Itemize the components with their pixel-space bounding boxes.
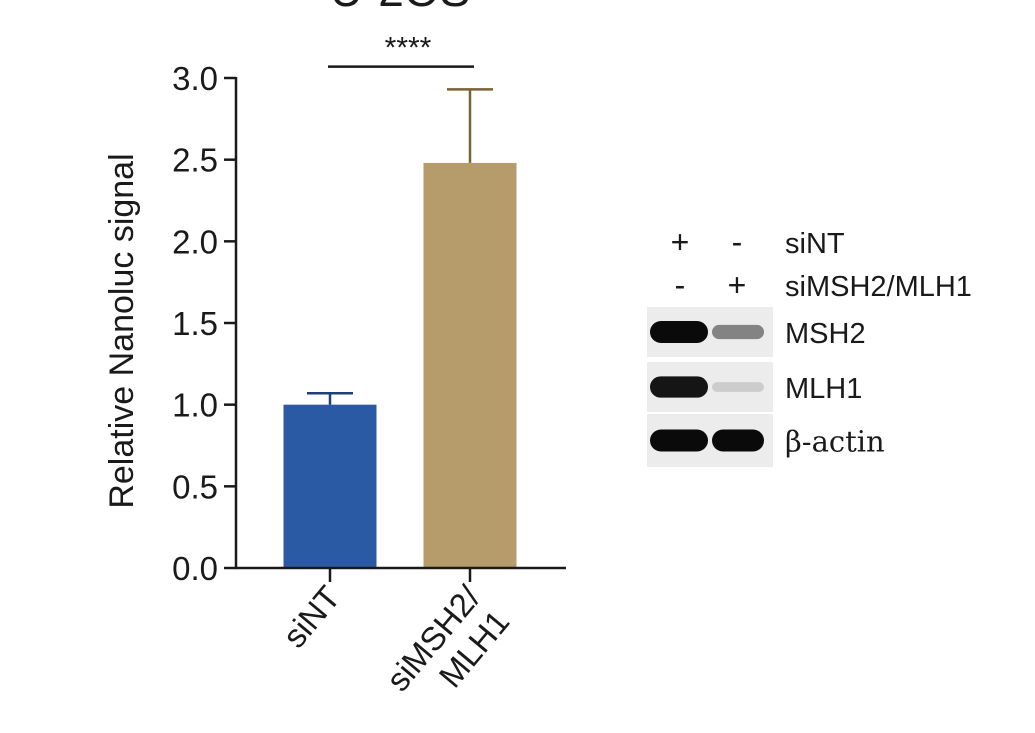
blot-band — [712, 324, 764, 340]
condition-mark: - — [732, 224, 743, 260]
bar-chart: 0.0 0.5 1.0 1.5 2.0 2.5 3.0 siNT siMSH2/MLH1 Re… — [103, 32, 566, 722]
y-tick-label: 3.0 — [172, 60, 218, 97]
x-tick-label: siMSH2/MLH1 — [379, 578, 517, 722]
blot-band — [712, 382, 764, 392]
blot-band — [712, 429, 764, 452]
x-ticks: siNT siMSH2/MLH1 — [275, 568, 517, 722]
significance-annotation: **** — [328, 32, 474, 68]
y-ticks: 0.0 0.5 1.0 1.5 2.0 2.5 3.0 — [172, 60, 236, 587]
chart-title: U-2OS — [330, 0, 471, 16]
blot-row-label: MSH2 — [785, 318, 866, 350]
blot-band — [650, 321, 708, 343]
y-tick-label: 1.0 — [172, 387, 218, 424]
y-tick-label: 0.0 — [172, 550, 218, 587]
y-tick-label: 0.5 — [172, 468, 218, 505]
blot-panel: MLH1 — [647, 362, 862, 412]
condition-mark: + — [728, 267, 747, 303]
bars-layer — [283, 162, 517, 568]
condition-mark: + — [671, 224, 690, 260]
blot-row-label: β-actin — [785, 425, 885, 459]
blot-row-label: MLH1 — [785, 373, 862, 405]
bar — [283, 404, 377, 568]
blot-panel: MSH2 — [647, 307, 866, 357]
blot-band — [650, 376, 708, 398]
x-tick-label: siNT — [275, 579, 347, 655]
y-tick-label: 2.5 — [172, 142, 218, 179]
y-tick-label: 2.0 — [172, 223, 218, 260]
y-axis-label: Relative Nanoluc signal — [103, 153, 141, 508]
error-bars-layer — [307, 88, 493, 405]
western-blot: + - siNT - + siMSH2/MLH1 MSH2 MLH1 β-actin — [647, 224, 972, 467]
condition-label: siMSH2/MLH1 — [785, 271, 972, 303]
y-tick-label: 1.5 — [172, 305, 218, 342]
blot-panel: β-actin — [647, 414, 885, 467]
bar — [423, 162, 517, 568]
condition-label: siNT — [785, 228, 845, 260]
significance-label: **** — [385, 32, 432, 65]
condition-mark: - — [675, 267, 686, 303]
blot-band — [650, 429, 708, 452]
